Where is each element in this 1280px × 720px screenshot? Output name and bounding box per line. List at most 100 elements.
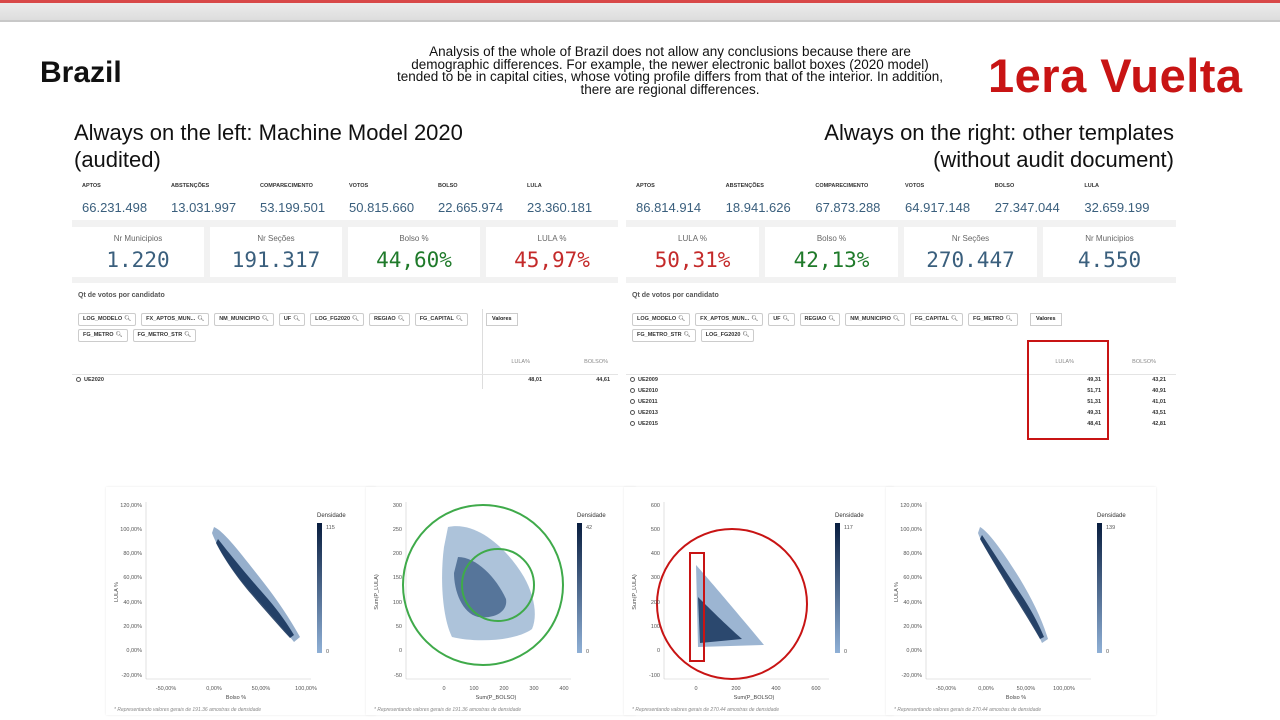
filter-chip[interactable]: FG_METRO_STR 🔍︎ bbox=[632, 329, 696, 342]
y-tick: 80,00% bbox=[123, 551, 142, 557]
filter-chip[interactable]: REGIAO 🔍︎ bbox=[799, 313, 841, 326]
plot-footnote: * Representando valores gerais de 270.44… bbox=[632, 707, 779, 713]
expand-icon bbox=[630, 410, 635, 415]
kpi-label: VOTOS bbox=[349, 183, 369, 189]
density-plot-right-sum: 600 500 400 300 200 100 0 -100 0 200 400… bbox=[624, 487, 894, 715]
density-legend-bar bbox=[317, 523, 322, 653]
left-caption-line2: (audited) bbox=[74, 147, 161, 172]
y-tick: 400 bbox=[651, 551, 660, 557]
density-plot-left-pct: 120,00% 100,00% 80,00% 60,00% 40,00% 20,… bbox=[106, 487, 376, 715]
plot-footnote: * Representando valores gerais de 191.36… bbox=[374, 707, 521, 713]
legend-max: 115 bbox=[326, 525, 335, 531]
y-tick: 0 bbox=[399, 648, 402, 654]
y-tick: 150 bbox=[393, 575, 402, 581]
card-bolso-pct[interactable]: Bolso % 42,13% bbox=[765, 227, 898, 277]
search-icon: 🔍︎ bbox=[124, 316, 132, 322]
filter-chip[interactable]: FX_APTOS_MUN... 🔍︎ bbox=[695, 313, 764, 326]
table-row[interactable]: UE2013 bbox=[630, 410, 658, 420]
filter-chip-label: NM_MUNICIPIO bbox=[219, 316, 260, 322]
search-icon: 🔍︎ bbox=[828, 316, 836, 322]
kpi-row: APTOS 86.814.914 ABSTENÇÕES 18.941.626 COM… bbox=[626, 172, 1176, 220]
x-axis-label: Bolso % bbox=[1006, 695, 1026, 701]
card-nr-secoes[interactable]: Nr Seções 270.447 bbox=[904, 227, 1037, 277]
legend-title: Densidade bbox=[317, 513, 346, 519]
card-bolso-pct[interactable]: Bolso % 44,60% bbox=[348, 227, 480, 277]
row-model: UE2011 bbox=[638, 399, 658, 405]
expand-icon bbox=[630, 377, 635, 382]
card-lula-pct[interactable]: LULA % 45,97% bbox=[486, 227, 618, 277]
y-axis-label: Sum(P_LULA) bbox=[374, 574, 380, 610]
filter-chip[interactable]: LOG_FG2020 🔍︎ bbox=[700, 329, 755, 342]
filter-chip[interactable]: REGIAO 🔍︎ bbox=[369, 313, 410, 326]
card-lula-pct[interactable]: LULA % 50,31% bbox=[626, 227, 759, 277]
filter-chip[interactable]: UF 🔍︎ bbox=[768, 313, 795, 326]
kpi-value: 67.873.288 bbox=[815, 200, 881, 215]
search-icon: 🔍︎ bbox=[683, 332, 691, 338]
filter-chip[interactable]: FG_METRO_STR 🔍︎ bbox=[132, 329, 197, 342]
filter-chips: LOG_MODELO 🔍︎ FX_APTOS_MUN... 🔍︎ NM_MUNICI… bbox=[78, 313, 478, 342]
filter-chip-label: FG_METRO_STR bbox=[637, 332, 682, 338]
filter-chip[interactable]: LOG_MODELO 🔍︎ bbox=[632, 313, 691, 326]
table-row[interactable]: UE2011 bbox=[630, 399, 658, 409]
column-divider bbox=[482, 309, 483, 389]
card-label: LULA % bbox=[678, 234, 707, 243]
card-nr-secoes[interactable]: Nr Seções 191.317 bbox=[210, 227, 342, 277]
cell-lula: 49,31 bbox=[1087, 410, 1101, 416]
y-tick: 300 bbox=[651, 575, 660, 581]
kpi-bolso: BOLSO 22.665.974 bbox=[434, 172, 523, 220]
kpi-label: COMPARECIMENTO bbox=[815, 183, 869, 189]
values-button[interactable]: Valores bbox=[486, 313, 518, 326]
kpi-value: 66.231.498 bbox=[82, 200, 148, 215]
highlight-box bbox=[1027, 340, 1109, 440]
highlight-circle-inner bbox=[461, 548, 535, 622]
kpi-label: COMPARECIMENTO bbox=[260, 183, 313, 189]
filter-chip[interactable]: FG_METRO 🔍︎ bbox=[78, 329, 128, 342]
highlight-circle-outer bbox=[402, 504, 564, 666]
cell-bolso: 43,21 bbox=[1152, 377, 1166, 383]
filter-chip[interactable]: FG_CAPITAL 🔍︎ bbox=[414, 313, 468, 326]
x-tick: 100,00% bbox=[1053, 686, 1075, 692]
filter-chip[interactable]: LOG_MODELO 🔍︎ bbox=[78, 313, 137, 326]
table-row[interactable]: UE2010 bbox=[630, 388, 658, 398]
density-plot-left-sum: 300 250 200 150 100 50 0 -50 0 100 200 3… bbox=[366, 487, 636, 715]
legend-max: 42 bbox=[586, 525, 592, 531]
filter-chip[interactable]: FG_CAPITAL 🔍︎ bbox=[909, 313, 963, 326]
expand-icon bbox=[630, 421, 635, 426]
expand-icon bbox=[630, 399, 635, 404]
filter-chip[interactable]: LOG_FG2020 🔍︎ bbox=[310, 313, 364, 326]
filter-chip[interactable]: NM_MUNICIPIO 🔍︎ bbox=[214, 313, 274, 326]
cell-lula: 51,71 bbox=[1087, 388, 1101, 394]
card-nr-municipios[interactable]: Nr Municipios 1.220 bbox=[72, 227, 204, 277]
filter-chip-label: FG_CAPITAL bbox=[419, 316, 454, 322]
table-row[interactable]: UE2020 bbox=[76, 377, 104, 387]
card-value: 50,31% bbox=[654, 248, 731, 272]
kpi-value: 50.815.660 bbox=[349, 200, 415, 215]
row-model: UE2010 bbox=[638, 388, 658, 394]
y-tick: 100 bbox=[651, 624, 660, 630]
legend-min: 0 bbox=[1106, 649, 1109, 655]
x-axis-label: Sum(P_BOLSO) bbox=[734, 695, 775, 701]
card-nr-municipios[interactable]: Nr Municipios 4.550 bbox=[1043, 227, 1176, 277]
filter-chip[interactable]: UF 🔍︎ bbox=[278, 313, 306, 326]
x-tick: 100,00% bbox=[295, 686, 317, 692]
card-label: Nr Seções bbox=[257, 234, 295, 243]
y-tick: 100,00% bbox=[900, 527, 922, 533]
kpi-abstencoes: ABSTENÇÕES 13.031.997 bbox=[167, 172, 256, 220]
kpi-abstencoes: ABSTENÇÕES 18.941.626 bbox=[722, 172, 812, 220]
table-row[interactable]: UE2015 bbox=[630, 421, 658, 431]
card-label: LULA % bbox=[537, 234, 567, 243]
filter-chip[interactable]: NM_MUNICIPIO 🔍︎ bbox=[845, 313, 905, 326]
filter-chip-label: LOG_FG2020 bbox=[315, 316, 351, 322]
card-value: 45,97% bbox=[514, 248, 590, 272]
filter-chip[interactable]: FX_APTOS_MUN... 🔍︎ bbox=[141, 313, 210, 326]
search-icon: 🔍︎ bbox=[184, 332, 192, 338]
table-row[interactable]: UE2009 bbox=[630, 377, 658, 387]
search-icon: 🔍︎ bbox=[742, 332, 750, 338]
kpi-lula: LULA 23.360.181 bbox=[523, 172, 612, 220]
filter-chip[interactable]: FG_METRO 🔍︎ bbox=[967, 313, 1018, 326]
right-caption-line1: Always on the right: other templates bbox=[824, 120, 1174, 145]
values-button[interactable]: Valores bbox=[1030, 313, 1062, 326]
y-tick: 500 bbox=[651, 527, 660, 533]
plot-svg: 300 250 200 150 100 50 0 -50 0 100 200 3… bbox=[374, 502, 606, 713]
kpi-label: ABSTENÇÕES bbox=[171, 183, 210, 189]
